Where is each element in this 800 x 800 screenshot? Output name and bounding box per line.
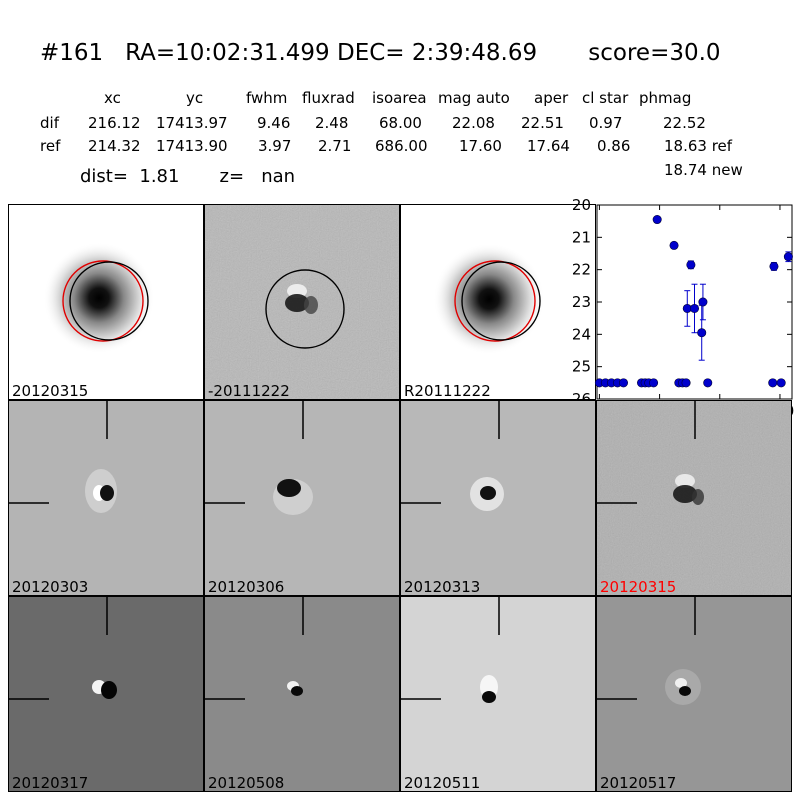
col-header-isoarea: isoarea bbox=[372, 89, 427, 107]
dipole-bright bbox=[287, 284, 307, 298]
dif-fwhm: 9.46 bbox=[257, 114, 291, 132]
data-point bbox=[697, 328, 707, 338]
col-header-xc: xc bbox=[104, 89, 121, 107]
row-label-ref: ref bbox=[40, 137, 61, 155]
y-tick-label: 22 bbox=[572, 261, 591, 279]
dif-aper: 22.51 bbox=[521, 114, 564, 132]
ref-fwhm: 3.97 bbox=[258, 137, 292, 155]
panel-reference-image: R20111222 bbox=[400, 204, 596, 400]
ref-mag-auto: 17.60 bbox=[459, 137, 502, 155]
row-label-dif: dif bbox=[40, 114, 59, 132]
aperture-black-circle bbox=[461, 261, 541, 341]
data-point bbox=[649, 378, 659, 388]
y-tick-label: 24 bbox=[572, 325, 591, 343]
panel-cutout-20120313: 20120313 bbox=[400, 400, 596, 596]
data-point bbox=[681, 378, 691, 388]
aperture-red-circle bbox=[454, 260, 536, 342]
panel-label: 20120517 bbox=[600, 774, 677, 792]
aperture-red-circle bbox=[62, 260, 144, 342]
panel-cutout-20120317: 20120317 bbox=[8, 596, 204, 792]
panel-cutout-20120303: 20120303 bbox=[8, 400, 204, 596]
panel-label: 20120313 bbox=[404, 578, 481, 596]
distance-redshift-line: dist= 1.81 z= nan bbox=[80, 166, 296, 187]
panel-label: 20120306 bbox=[208, 578, 285, 596]
dif-xc: 216.12 bbox=[88, 114, 141, 132]
y-tick-label: 20 bbox=[572, 196, 591, 214]
aperture-black-circle bbox=[265, 269, 345, 349]
star-blob bbox=[434, 244, 544, 354]
data-point bbox=[768, 378, 778, 388]
panel-label: -20111222 bbox=[208, 382, 290, 400]
y-tick-label: 21 bbox=[572, 228, 591, 246]
col-header-mag-auto: mag auto bbox=[438, 89, 510, 107]
panel-new-image: 20120315 bbox=[8, 204, 204, 400]
data-point bbox=[703, 378, 713, 388]
dif-phmag: 22.52 bbox=[663, 114, 706, 132]
panel-label-highlighted: 20120315 bbox=[600, 578, 677, 596]
y-tick-label: 25 bbox=[572, 358, 591, 376]
dipole-dark bbox=[285, 294, 309, 312]
dif-mag-auto: 22.08 bbox=[452, 114, 495, 132]
data-point bbox=[783, 252, 793, 262]
data-point bbox=[652, 215, 662, 225]
dif-isoarea: 68.00 bbox=[379, 114, 422, 132]
y-tick-label: 23 bbox=[572, 293, 591, 311]
panel-cutout-20120508: 20120508 bbox=[204, 596, 400, 792]
dif-yc: 17413.97 bbox=[156, 114, 228, 132]
panel-label: 20120508 bbox=[208, 774, 285, 792]
panel-label: 20120317 bbox=[12, 774, 89, 792]
data-point bbox=[686, 260, 696, 270]
panel-cutout-20120306: 20120306 bbox=[204, 400, 400, 596]
light-curve-chart: 20212223242526050100150 bbox=[572, 196, 794, 420]
panel-cutout-20120511: 20120511 bbox=[400, 596, 596, 792]
ref-aper: 17.64 bbox=[527, 137, 570, 155]
panel-difference-image: -20111222 bbox=[204, 204, 400, 400]
panel-cutout-20120517: 20120517 bbox=[596, 596, 792, 792]
ref-xc: 214.32 bbox=[88, 137, 141, 155]
new-phmag: 18.74 new bbox=[664, 161, 743, 179]
ref-cl-star: 0.86 bbox=[597, 137, 631, 155]
panel-label: R20111222 bbox=[404, 382, 491, 400]
data-point bbox=[776, 378, 786, 388]
panel-label: 20120315 bbox=[12, 382, 89, 400]
dif-fluxrad: 2.48 bbox=[315, 114, 349, 132]
ref-yc: 17413.90 bbox=[156, 137, 228, 155]
panel-cutout-20120315: 20120315 bbox=[596, 400, 792, 596]
col-header-phmag: phmag bbox=[639, 89, 692, 107]
dif-cl-star: 0.97 bbox=[589, 114, 623, 132]
col-header-fluxrad: fluxrad bbox=[302, 89, 355, 107]
col-header-yc: yc bbox=[186, 89, 204, 107]
data-point bbox=[769, 261, 779, 271]
data-point bbox=[669, 240, 679, 250]
data-point bbox=[698, 297, 708, 307]
star-blob bbox=[44, 243, 154, 353]
aperture-black-circle bbox=[69, 261, 149, 341]
col-header-fwhm: fwhm bbox=[246, 89, 288, 107]
ref-phmag: 18.63 ref bbox=[664, 137, 733, 155]
data-point bbox=[618, 378, 628, 388]
ref-isoarea: 686.00 bbox=[375, 137, 428, 155]
col-header-aper: aper bbox=[534, 89, 569, 107]
col-header-cl-star: cl star bbox=[582, 89, 629, 107]
panel-label: 20120303 bbox=[12, 578, 89, 596]
data-point bbox=[690, 303, 700, 313]
panel-label: 20120511 bbox=[404, 774, 481, 792]
page-title: #161 RA=10:02:31.499 DEC= 2:39:48.69 sco… bbox=[40, 40, 721, 66]
ref-fluxrad: 2.71 bbox=[318, 137, 352, 155]
